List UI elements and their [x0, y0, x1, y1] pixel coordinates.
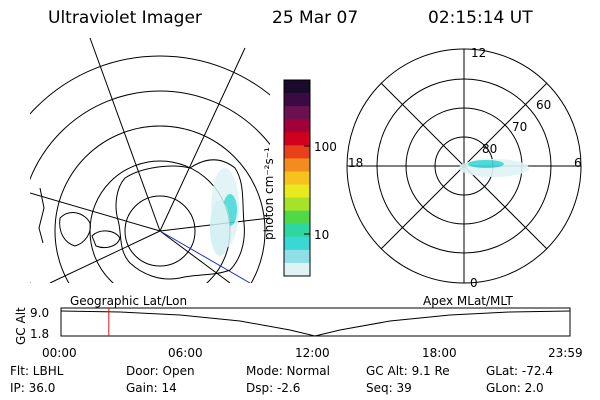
mlt-label-12: 12 [471, 46, 487, 60]
geographic-caption: Geographic Lat/Lon [70, 294, 188, 308]
colorbar-tick-100: 100 [314, 140, 337, 154]
info-glat: GLat: -72.4 [486, 364, 553, 378]
colorbar-band [284, 145, 310, 159]
timeline-ytick-top: 9.0 [30, 306, 50, 320]
info-seq: Seq: 39 [366, 381, 412, 395]
info-glon: GLon: 2.0 [486, 381, 544, 395]
timeline-xtick-0: 00:00 [42, 346, 77, 360]
colorbar-band [284, 262, 310, 277]
mlat-label-60: 60 [536, 98, 552, 112]
mlt-label-0: 0 [470, 276, 478, 290]
colorbar-band [284, 93, 310, 107]
colorbar-band [284, 80, 310, 94]
info-door: Door: Open [126, 364, 195, 378]
colorbar-unit-label: photon cm⁻²s⁻¹ [262, 147, 276, 240]
mlt-label-6: 6 [574, 156, 582, 170]
colorbar-band [284, 171, 310, 186]
info-gcalt: GC Alt: 9.1 Re [366, 364, 450, 378]
colorbar-band [284, 132, 310, 146]
colorbar-band [284, 210, 310, 225]
colorbar [283, 79, 311, 277]
colorbar-band [284, 158, 310, 172]
timeline-xtick-4: 23:59 [548, 346, 583, 360]
apex-caption: Apex MLat/MLT [423, 294, 513, 308]
mlt-label-18: 18 [348, 156, 364, 170]
colorbar-band [284, 119, 310, 133]
timeline-ylabel: GC Alt [14, 307, 28, 345]
info-ip: IP: 36.0 [10, 381, 56, 395]
instrument-title: Ultraviolet Imager [48, 8, 202, 28]
altitude-timeline[interactable] [60, 306, 572, 338]
colorbar-band [284, 249, 310, 264]
geographic-map [30, 38, 270, 283]
timeline-xtick-3: 18:00 [422, 346, 457, 360]
info-gain: Gain: 14 [126, 381, 177, 395]
info-mode: Mode: Normal [246, 364, 330, 378]
colorbar-band [284, 106, 310, 120]
time-label: 02:15:14 UT [428, 8, 533, 28]
timeline-ytick-bottom: 1.8 [30, 327, 50, 341]
timeline-xtick-1: 06:00 [168, 346, 203, 360]
info-dsp: Dsp: -2.6 [246, 381, 301, 395]
colorbar-band [284, 184, 310, 199]
info-flt: Flt: LBHL [10, 364, 64, 378]
mlat-label-70: 70 [512, 120, 528, 134]
colorbar-tick-10: 10 [314, 228, 330, 242]
mlat-label-80: 80 [482, 142, 498, 156]
colorbar-band [284, 236, 310, 251]
colorbar-band [284, 223, 310, 238]
timeline-xtick-2: 12:00 [295, 346, 330, 360]
date-label: 25 Mar 07 [272, 8, 359, 28]
colorbar-band [284, 197, 310, 212]
apex-mlat-mlt-map [346, 48, 582, 284]
